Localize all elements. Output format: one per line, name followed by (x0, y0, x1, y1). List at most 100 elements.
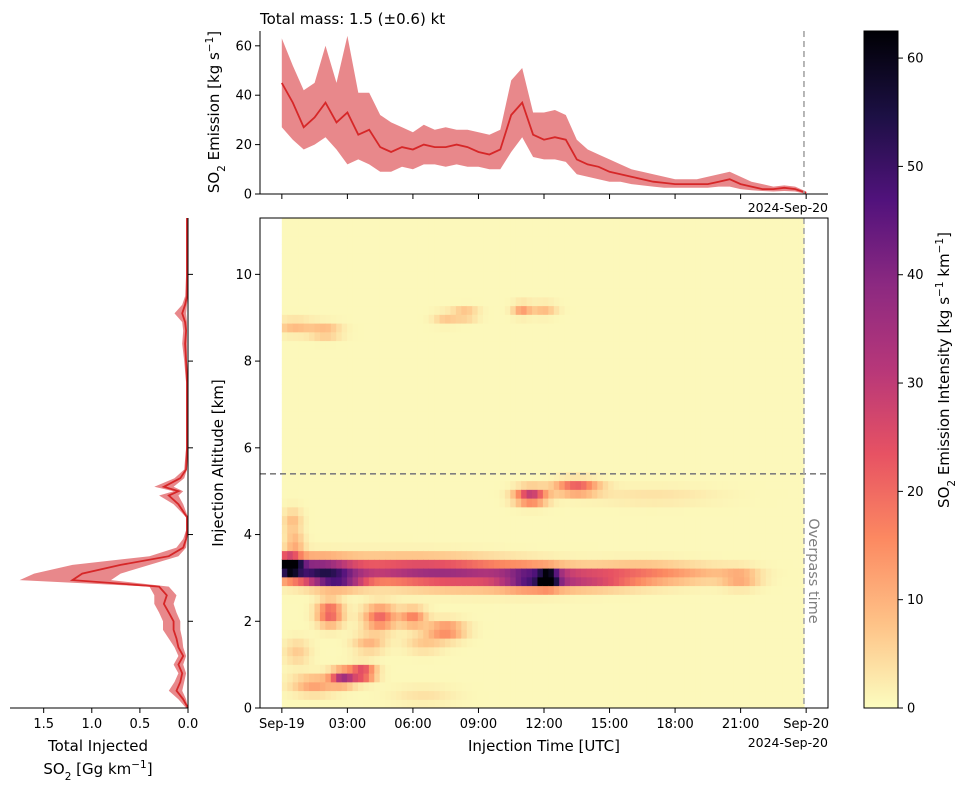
heatmap-cell (602, 498, 609, 508)
heatmap-cell (673, 629, 680, 639)
heatmap-cell (608, 594, 615, 604)
heatmap-cell (488, 664, 495, 674)
heatmap-cell (493, 366, 500, 377)
heatmap-cell (526, 690, 533, 700)
heatmap-cell (412, 655, 419, 665)
heatmap-cell (542, 261, 549, 272)
heatmap-cell (586, 288, 593, 298)
heatmap-cell (504, 393, 511, 403)
heatmap-cell (499, 288, 506, 298)
heatmap-cell (553, 463, 560, 473)
heatmap-cell (406, 690, 413, 700)
heatmap-cell (738, 218, 745, 228)
heatmap-cell (727, 585, 734, 595)
heatmap-cell (325, 611, 332, 622)
heatmap-cell (412, 515, 419, 525)
heatmap-cell (727, 611, 734, 622)
heatmap-cell (292, 226, 299, 237)
heatmap-cell (336, 524, 343, 534)
heatmap-cell (428, 244, 435, 254)
heatmap-cell (668, 646, 675, 657)
heatmap-cell (385, 410, 392, 420)
heatmap-cell (629, 331, 636, 342)
heatmap-cell (319, 681, 326, 692)
heatmap-cell (515, 611, 522, 622)
heatmap-cell (379, 296, 386, 307)
heatmap-cell (624, 428, 631, 438)
heatmap-cell (477, 664, 484, 674)
heatmap-cell (445, 533, 452, 543)
heatmap-cell (298, 261, 305, 272)
heatmap-cell (477, 393, 484, 403)
heatmap-cell (374, 594, 381, 604)
heatmap-cell (455, 270, 462, 280)
heatmap-cell (678, 410, 685, 420)
heatmap-cell (390, 471, 397, 482)
heatmap-cell (716, 331, 723, 342)
heatmap-cell (673, 646, 680, 657)
heatmap-cell (542, 568, 549, 578)
heatmap-cell (455, 314, 462, 324)
heatmap-cell (542, 279, 549, 289)
heatmap-cell (559, 279, 566, 289)
heatmap-cell (374, 253, 381, 263)
heatmap-cell (412, 585, 419, 595)
heatmap-cell (368, 401, 375, 412)
heatmap-cell (428, 524, 435, 534)
heatmap-cell (564, 498, 571, 508)
heatmap-cell (695, 375, 702, 385)
heatmap-cell (684, 279, 691, 289)
heatmap-cell (586, 550, 593, 560)
heatmap-cell (744, 655, 751, 665)
heatmap-cell (330, 603, 337, 613)
heatmap-cell (635, 681, 642, 692)
heatmap-cell (570, 253, 577, 263)
heatmap-cell (347, 314, 354, 324)
heatmap-cell (619, 585, 626, 595)
heatmap-cell (472, 253, 479, 263)
heatmap-cell (287, 366, 294, 377)
heatmap-cell (477, 568, 484, 578)
heatmap-cell (374, 375, 381, 385)
heatmap-cell (499, 699, 506, 708)
heatmap-cell (570, 585, 577, 595)
heatmap-cell (629, 358, 636, 368)
heatmap-cell (493, 410, 500, 420)
heatmap-cell (711, 279, 718, 289)
heatmap-cell (401, 331, 408, 342)
heatmap-cell (684, 445, 691, 455)
heatmap-cell (483, 261, 490, 272)
heatmap-cell (749, 585, 756, 595)
heatmap-cell (314, 218, 321, 228)
heatmap-cell (287, 445, 294, 455)
heatmap-cell (559, 384, 566, 394)
heatmap-cell (336, 436, 343, 447)
heatmap-cell (711, 550, 718, 560)
heatmap-cell (640, 611, 647, 622)
heatmap-cell (396, 358, 403, 368)
heatmap-cell (390, 506, 397, 517)
heatmap-cell (629, 314, 636, 324)
heatmap-cell (341, 358, 348, 368)
heatmap-cell (619, 673, 626, 683)
heatmap-cell (385, 253, 392, 263)
heatmap-cell (706, 436, 713, 447)
heatmap-cell (385, 218, 392, 228)
heatmap-cell (385, 690, 392, 700)
heatmap-cell (760, 471, 767, 482)
heatmap-cell (309, 244, 316, 254)
heatmap-cell (635, 550, 642, 560)
heatmap-cell (292, 620, 299, 630)
heatmap-cell (325, 550, 332, 560)
heatmap-cell (510, 629, 517, 639)
heatmap-cell (309, 323, 316, 333)
heatmap-cell (390, 533, 397, 543)
heatmap-cell (287, 410, 294, 420)
heatmap-cell (434, 384, 441, 394)
heatmap-cell (733, 471, 740, 482)
heatmap-cell (390, 681, 397, 692)
heatmap-cell (706, 305, 713, 315)
heatmap-cell (749, 638, 756, 648)
heatmap-cell (510, 226, 517, 237)
heatmap-cell (510, 541, 517, 552)
